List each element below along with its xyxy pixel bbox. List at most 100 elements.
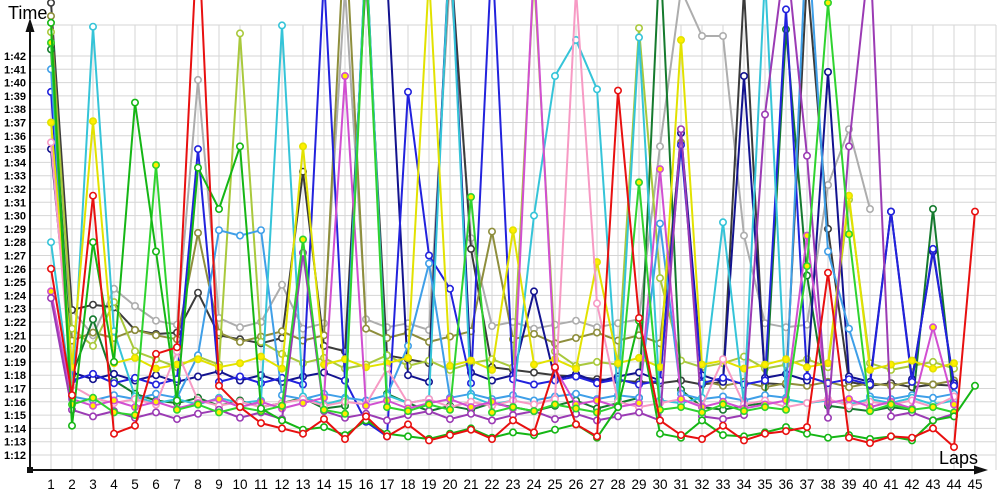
- data-point-green: [256, 404, 265, 413]
- data-point-dark-green: [89, 315, 98, 324]
- y-tick-label: 1:14: [4, 423, 27, 435]
- y-tick-label: 1:13: [4, 437, 26, 449]
- data-point-green: [277, 416, 286, 425]
- data-point-cyan: [89, 22, 98, 31]
- data-point-red: [613, 86, 622, 95]
- data-point-green: [718, 431, 727, 440]
- data-point-bright-green: [298, 235, 307, 244]
- data-point-cyan: [718, 218, 727, 227]
- data-point-red: [236, 403, 245, 412]
- data-point-purple: [152, 408, 161, 417]
- x-tick-label: 9: [215, 477, 223, 492]
- x-tick-label: 35: [757, 477, 772, 492]
- data-point-yellow: [131, 353, 140, 362]
- data-point-purple: [823, 413, 832, 422]
- x-tick-label: 43: [925, 477, 940, 492]
- data-point-red: [802, 423, 811, 432]
- data-point-red: [508, 416, 517, 425]
- data-point-gray: [697, 31, 706, 40]
- data-point-red: [592, 432, 601, 441]
- x-tick-label: 25: [547, 477, 562, 492]
- data-point-olive: [194, 228, 203, 237]
- data-point-red: [865, 438, 874, 447]
- x-axis-title: Laps: [938, 448, 978, 468]
- x-tick-label: 42: [904, 477, 919, 492]
- data-point-bright-green: [802, 262, 811, 271]
- data-point-red: [403, 420, 412, 429]
- y-tick-label: 1:15: [4, 410, 26, 422]
- data-point-yellow-green: [131, 347, 140, 356]
- data-point-purple: [718, 415, 727, 424]
- data-point-purple: [676, 125, 685, 134]
- data-point-red: [445, 431, 454, 440]
- data-point-red: [298, 429, 307, 438]
- data-point-olive: [361, 324, 370, 333]
- data-point-red: [676, 431, 685, 440]
- data-point-bright-green: [277, 401, 286, 410]
- data-point-light-blue: [236, 231, 245, 240]
- x-tick-label: 3: [89, 477, 97, 492]
- data-point-bright-green: [319, 405, 328, 414]
- data-point-light-blue: [424, 259, 433, 268]
- data-point-bright-green: [445, 405, 454, 414]
- data-point-green: [236, 142, 245, 151]
- data-point-yellow-green: [634, 24, 643, 33]
- data-point-blue: [403, 87, 412, 96]
- data-point-blue: [949, 381, 958, 390]
- data-point-green: [68, 421, 77, 430]
- series-line-blue: [50, 0, 955, 438]
- x-tick-label: 6: [152, 477, 160, 492]
- series-line-light-blue: [50, 0, 955, 402]
- y-tick-label: 1:25: [4, 277, 26, 289]
- data-point-green: [508, 428, 517, 437]
- data-point-yellow: [634, 353, 643, 362]
- data-point-purple: [466, 409, 475, 418]
- x-tick-label: 13: [295, 477, 310, 492]
- data-point-blue: [907, 377, 916, 386]
- data-point-purple: [89, 412, 98, 421]
- data-point-green: [403, 432, 412, 441]
- data-point-purple: [382, 416, 391, 425]
- x-tick-label: 11: [254, 477, 268, 492]
- data-point-bright-green: [676, 403, 685, 412]
- data-point-cyan: [529, 211, 538, 220]
- data-point-red: [739, 436, 748, 445]
- x-tick-label: 5: [131, 477, 139, 492]
- data-point-red: [131, 421, 140, 430]
- x-tick-label: 20: [442, 477, 457, 492]
- x-tick-label: 37: [799, 477, 814, 492]
- data-point-purple: [886, 412, 895, 421]
- data-point-red: [928, 424, 937, 433]
- data-point-yellow: [152, 364, 161, 373]
- data-point-cyan: [634, 33, 643, 42]
- data-point-light-blue: [655, 219, 664, 228]
- y-axis-arrow: [25, 18, 35, 32]
- data-point-green: [802, 429, 811, 438]
- data-point-red: [907, 433, 916, 442]
- x-tick-label: 1: [47, 477, 55, 492]
- data-point-gray: [194, 75, 203, 84]
- data-point-olive: [592, 328, 601, 337]
- data-point-bright-green: [173, 405, 182, 414]
- data-point-bright-green: [550, 400, 559, 409]
- data-point-red: [949, 442, 958, 451]
- data-point-red: [256, 419, 265, 428]
- data-point-blue: [781, 5, 790, 14]
- data-point-red: [382, 432, 391, 441]
- data-point-blue: [844, 375, 853, 384]
- data-point-yellow: [907, 356, 916, 365]
- data-point-green: [655, 429, 664, 438]
- x-tick-label: 26: [568, 477, 583, 492]
- data-point-light-blue: [256, 226, 265, 235]
- data-point-yellow: [236, 359, 245, 368]
- data-point-yellow: [571, 364, 580, 373]
- data-point-green: [46, 18, 55, 27]
- y-tick-label: 1:37: [4, 118, 26, 130]
- data-point-gray: [152, 316, 161, 325]
- x-tick-label: 39: [841, 477, 856, 492]
- data-point-black: [466, 244, 475, 253]
- data-point-bright-green: [928, 403, 937, 412]
- data-point-blue: [424, 251, 433, 260]
- y-tick-label: 1:42: [4, 51, 26, 63]
- x-tick-label: 45: [967, 477, 982, 492]
